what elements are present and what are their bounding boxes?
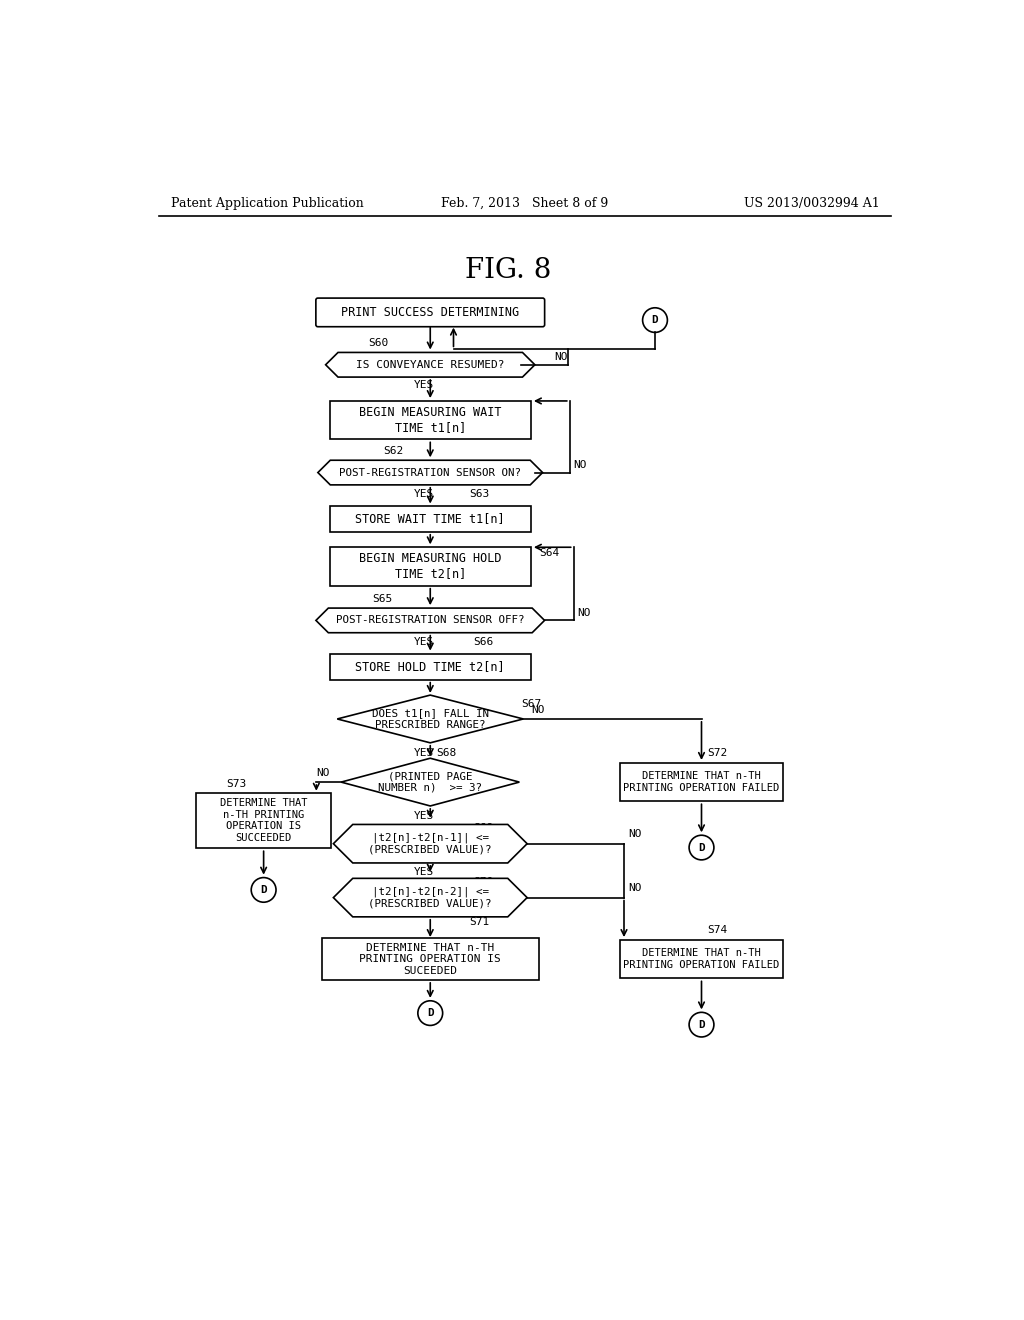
- Text: S61: S61: [369, 401, 388, 412]
- Text: S68: S68: [436, 748, 457, 758]
- Text: NO: NO: [316, 768, 330, 777]
- Text: NO: NO: [628, 883, 641, 894]
- Text: POST-REGISTRATION SENSOR OFF?: POST-REGISTRATION SENSOR OFF?: [336, 615, 524, 626]
- Text: S62: S62: [384, 446, 404, 455]
- Polygon shape: [316, 609, 545, 632]
- Text: D: D: [651, 315, 658, 325]
- Text: Feb. 7, 2013   Sheet 8 of 9: Feb. 7, 2013 Sheet 8 of 9: [441, 197, 608, 210]
- Text: DOES t1[n] FALL IN
PRESCRIBED RANGE?: DOES t1[n] FALL IN PRESCRIBED RANGE?: [372, 708, 488, 730]
- Bar: [330, 548, 531, 586]
- Text: PRINT SUCCESS DETERMINING: PRINT SUCCESS DETERMINING: [341, 306, 519, 319]
- Text: BEGIN MEASURING HOLD
TIME t2[n]: BEGIN MEASURING HOLD TIME t2[n]: [359, 553, 502, 581]
- Polygon shape: [317, 461, 543, 484]
- Text: YES: YES: [414, 638, 434, 647]
- Text: S66: S66: [473, 638, 494, 647]
- Text: S72: S72: [708, 748, 728, 758]
- Text: S74: S74: [708, 925, 728, 935]
- Text: DETERMINE THAT n-TH
PRINTING OPERATION IS
SUCEEDED: DETERMINE THAT n-TH PRINTING OPERATION I…: [359, 942, 501, 975]
- Text: D: D: [427, 1008, 433, 1018]
- Bar: [621, 940, 783, 978]
- Text: NO: NO: [531, 705, 545, 714]
- Text: YES: YES: [414, 810, 434, 821]
- Text: YES: YES: [414, 380, 434, 389]
- Text: S64: S64: [539, 548, 559, 557]
- Text: S67: S67: [521, 698, 542, 709]
- Text: S63: S63: [469, 490, 489, 499]
- Text: (PRINTED PAGE
NUMBER n)  >= 3?: (PRINTED PAGE NUMBER n) >= 3?: [378, 771, 482, 793]
- Bar: [330, 506, 531, 532]
- Text: |t2[n]-t2[n-2]| <=
(PRESCRIBED VALUE)?: |t2[n]-t2[n-2]| <= (PRESCRIBED VALUE)?: [369, 887, 492, 908]
- Text: FIG. 8: FIG. 8: [465, 256, 551, 284]
- Text: S71: S71: [469, 917, 489, 927]
- Text: |t2[n]-t2[n-1]| <=
(PRESCRIBED VALUE)?: |t2[n]-t2[n-1]| <= (PRESCRIBED VALUE)?: [369, 833, 492, 855]
- Text: NO: NO: [578, 607, 591, 618]
- Text: STORE HOLD TIME t2[n]: STORE HOLD TIME t2[n]: [355, 660, 505, 673]
- Text: D: D: [260, 884, 267, 895]
- Text: D: D: [698, 1019, 705, 1030]
- Text: DETERMINE THAT n-TH
PRINTING OPERATION FAILED: DETERMINE THAT n-TH PRINTING OPERATION F…: [624, 948, 779, 970]
- Text: YES: YES: [414, 748, 434, 758]
- Text: YES: YES: [414, 867, 434, 878]
- Bar: [196, 793, 332, 849]
- Text: NO: NO: [628, 829, 641, 840]
- Text: POST-REGISTRATION SENSOR ON?: POST-REGISTRATION SENSOR ON?: [339, 467, 521, 478]
- Text: STORE WAIT TIME t1[n]: STORE WAIT TIME t1[n]: [355, 512, 505, 525]
- Text: S65: S65: [372, 594, 392, 603]
- Bar: [322, 939, 539, 981]
- Text: S70: S70: [473, 878, 494, 887]
- Text: US 2013/0032994 A1: US 2013/0032994 A1: [744, 197, 880, 210]
- Text: D: D: [698, 842, 705, 853]
- Circle shape: [689, 836, 714, 859]
- Polygon shape: [334, 825, 527, 863]
- Text: DETERMINE THAT n-TH
PRINTING OPERATION FAILED: DETERMINE THAT n-TH PRINTING OPERATION F…: [624, 771, 779, 793]
- Bar: [330, 401, 531, 440]
- Text: YES: YES: [414, 490, 434, 499]
- Text: DETERMINE THAT
n-TH PRINTING
OPERATION IS
SUCCEEDED: DETERMINE THAT n-TH PRINTING OPERATION I…: [220, 799, 307, 843]
- Text: S73: S73: [226, 779, 247, 788]
- Text: BEGIN MEASURING WAIT
TIME t1[n]: BEGIN MEASURING WAIT TIME t1[n]: [359, 407, 502, 434]
- Bar: [621, 763, 783, 801]
- Text: NO: NO: [573, 459, 587, 470]
- Text: Patent Application Publication: Patent Application Publication: [171, 197, 364, 210]
- Circle shape: [643, 308, 668, 333]
- Text: IS CONVEYANCE RESUMED?: IS CONVEYANCE RESUMED?: [356, 360, 505, 370]
- Circle shape: [251, 878, 276, 903]
- Polygon shape: [334, 878, 527, 917]
- Text: S69: S69: [473, 824, 494, 833]
- Circle shape: [418, 1001, 442, 1026]
- FancyBboxPatch shape: [315, 298, 545, 327]
- Circle shape: [689, 1012, 714, 1038]
- Polygon shape: [326, 352, 535, 378]
- Polygon shape: [341, 758, 519, 807]
- Text: NO: NO: [554, 352, 567, 362]
- Polygon shape: [337, 696, 523, 743]
- Text: S60: S60: [369, 338, 388, 348]
- Bar: [330, 653, 531, 680]
